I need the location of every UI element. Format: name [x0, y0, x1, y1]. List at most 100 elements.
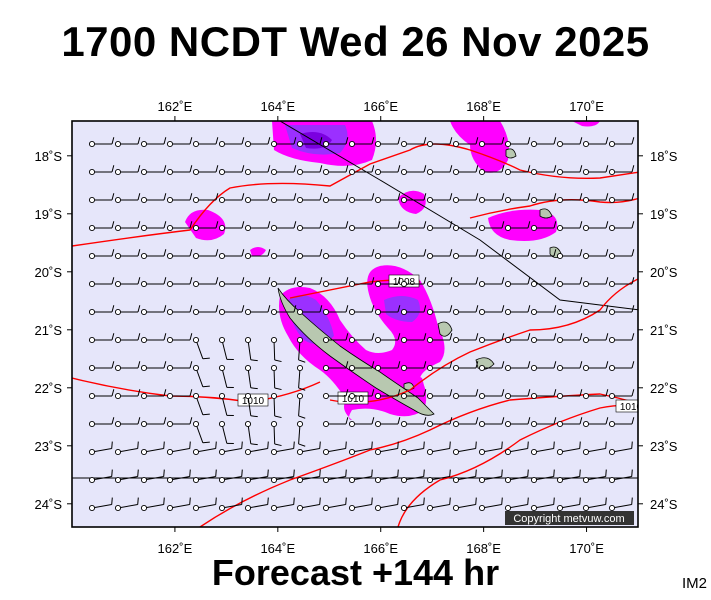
wind-barb [88, 305, 115, 316]
wind-barb [322, 277, 349, 288]
wind-barb [244, 392, 258, 418]
wind-barb [192, 392, 210, 416]
wind-barb [296, 249, 323, 260]
wind-barb [400, 417, 427, 428]
wind-barbs-layer [88, 137, 635, 512]
wind-barb [452, 361, 479, 372]
lat-tick-label: 22˚S [35, 381, 63, 396]
wind-barb [348, 361, 375, 372]
wind-barb [374, 417, 401, 428]
rain-area-east [488, 209, 558, 241]
wind-barb [348, 165, 375, 176]
wind-barb [426, 221, 453, 232]
wind-barb [582, 361, 609, 372]
wind-barb [114, 469, 139, 484]
wind-barb [192, 469, 217, 484]
wind-barb [140, 277, 167, 288]
wind-barb [296, 441, 321, 456]
rain-area-west [185, 209, 226, 241]
wind-barb [556, 137, 583, 148]
wind-barb [530, 469, 555, 484]
wind-barb [400, 333, 427, 344]
wind-barb [218, 392, 234, 417]
wind-barb [452, 497, 477, 512]
wind-barb [608, 469, 633, 484]
wind-barb [504, 389, 531, 400]
wind-barb [88, 333, 115, 344]
wind-barb [218, 305, 245, 316]
rain-area-main-core2 [384, 296, 420, 322]
isobar-4 [72, 377, 321, 403]
wind-barb [192, 193, 219, 204]
lat-tick-label: 19˚S [35, 207, 63, 222]
lon-tick-label: 164˚E [260, 541, 295, 556]
wind-barb [582, 441, 607, 456]
wind-barb [88, 277, 115, 288]
wind-barb [140, 165, 167, 176]
wind-barb [296, 420, 306, 447]
wind-barb [478, 277, 505, 288]
wind-barb [478, 249, 505, 260]
wind-barb [504, 221, 531, 232]
wind-barb [322, 361, 349, 372]
wind-barb [608, 193, 635, 204]
wind-barb [192, 221, 219, 232]
wind-barb [322, 417, 349, 428]
wind-barb [270, 221, 297, 232]
wind-barb [114, 137, 141, 148]
wind-barb [88, 137, 115, 148]
wind-barb [478, 389, 505, 400]
wind-barb [218, 249, 245, 260]
wind-barb [270, 249, 297, 260]
wind-barb [530, 417, 557, 428]
wind-barb [348, 441, 373, 456]
wind-barb [270, 336, 282, 363]
wind-barb [218, 193, 245, 204]
wind-barb [270, 137, 297, 148]
lon-tick-label: 162˚E [158, 99, 193, 114]
wind-barb [582, 305, 609, 316]
wind-barb [218, 336, 234, 361]
wind-barb [582, 277, 609, 288]
wind-barb [218, 165, 245, 176]
island-ne [505, 148, 517, 159]
wind-barb [296, 392, 306, 419]
wind-barb [608, 277, 635, 288]
wind-barb [88, 249, 115, 260]
wind-barb [530, 165, 557, 176]
wind-barb [140, 305, 167, 316]
wind-barb [504, 469, 529, 484]
wind-barb [426, 469, 451, 484]
wind-barb [296, 497, 321, 512]
wind-barb [400, 221, 427, 232]
wind-barb [426, 193, 453, 204]
wind-barb [270, 392, 282, 419]
wind-barb [166, 305, 193, 316]
wind-barb [426, 361, 453, 372]
wind-barb [218, 137, 245, 148]
lat-tick-label: 20˚S [35, 265, 63, 280]
wind-barb [218, 364, 234, 389]
isobar-label-1010-west: 1010 [237, 393, 269, 407]
wind-barb [166, 389, 193, 400]
wind-barb [322, 165, 349, 176]
wind-barb [348, 389, 375, 400]
wind-barb [478, 165, 505, 176]
wind-barb [582, 193, 609, 204]
wind-barb [504, 193, 531, 204]
wind-barb [322, 469, 347, 484]
island-e [539, 208, 553, 219]
wind-barb [296, 469, 321, 484]
wind-barb [530, 277, 557, 288]
wind-barb [270, 469, 295, 484]
map-background [72, 121, 638, 527]
lon-tick-label: 170˚E [569, 99, 604, 114]
wind-barb [244, 336, 258, 362]
wind-barb [478, 193, 505, 204]
wind-barb [270, 364, 282, 391]
wind-barb [504, 249, 531, 260]
wind-barb [426, 137, 453, 148]
wind-barb [530, 221, 557, 232]
wind-barb [140, 497, 165, 512]
lon-tick-label: 162˚E [158, 541, 193, 556]
